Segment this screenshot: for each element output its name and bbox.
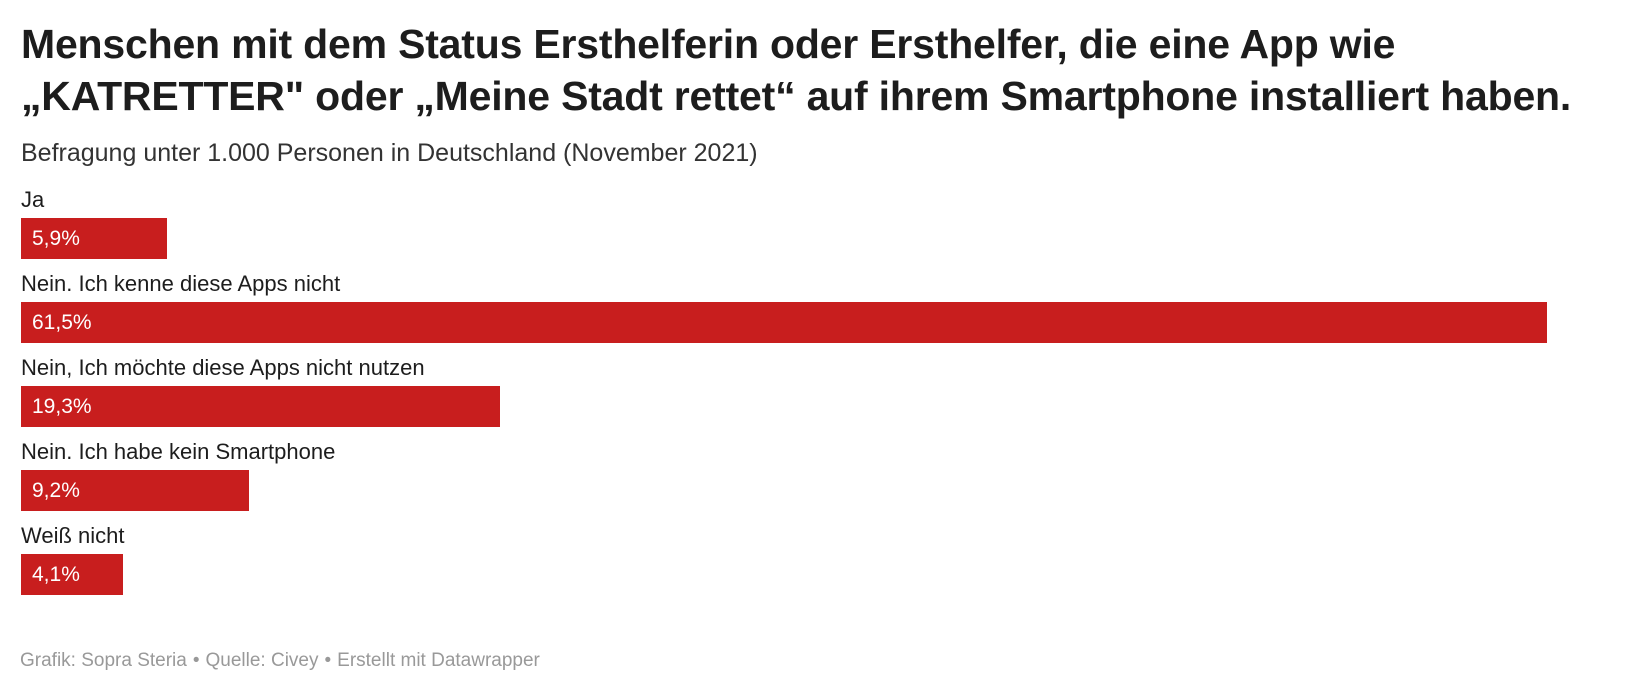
footer-source: Quelle: Civey [205,650,319,671]
bar [21,302,1547,343]
bar-row: Nein, Ich möchte diese Apps nicht nutzen… [21,354,1625,438]
chart-subtitle: Befragung unter 1.000 Personen in Deutsc… [21,139,758,167]
category-label: Weiß nicht [21,523,125,548]
bar-value-label: 9,2% [32,479,80,502]
bar-value-label: 61,5% [32,311,92,334]
bar-value-label: 19,3% [32,395,92,418]
chart-title: Menschen mit dem Status Ersthelferin ode… [21,18,1625,122]
category-label: Ja [21,187,45,212]
chart-footer: Grafik: Sopra Steria • Quelle: Civey • Erste… [20,649,540,673]
chart-title-line-1: Menschen mit dem Status Ersthelferin ode… [21,21,1396,67]
bar-value-label: 5,9% [32,227,80,250]
bar-row: Ja 5,9% [21,186,1625,270]
category-label: Nein, Ich möchte diese Apps nicht nutzen [21,355,425,380]
chart-container: Menschen mit dem Status Ersthelferin ode… [21,18,1625,606]
bar-row: Weiß nicht 4,1% [21,522,1625,606]
bar [21,386,500,427]
category-label: Nein. Ich habe kein Smartphone [21,439,336,464]
bar-row: Nein. Ich habe kein Smartphone 9,2% [21,438,1625,522]
bar [21,470,249,511]
footer-separator: • [192,650,200,671]
footer-separator: • [324,650,332,671]
chart-title-line-2: „KATRETTER" oder „Meine Stadt rettet“ au… [21,73,1572,119]
bar-row: Nein. Ich kenne diese Apps nicht 61,5% [21,270,1625,354]
bar-value-label: 4,1% [32,563,80,586]
category-label: Nein. Ich kenne diese Apps nicht [21,271,341,296]
footer-tool: Erstellt mit Datawrapper [337,650,540,671]
bar-list: Ja 5,9% Nein. Ich kenne diese Apps nicht 61… [21,186,1625,606]
bar [21,218,167,259]
footer-credit: Grafik: Sopra Steria [20,650,187,671]
bar [21,554,123,595]
